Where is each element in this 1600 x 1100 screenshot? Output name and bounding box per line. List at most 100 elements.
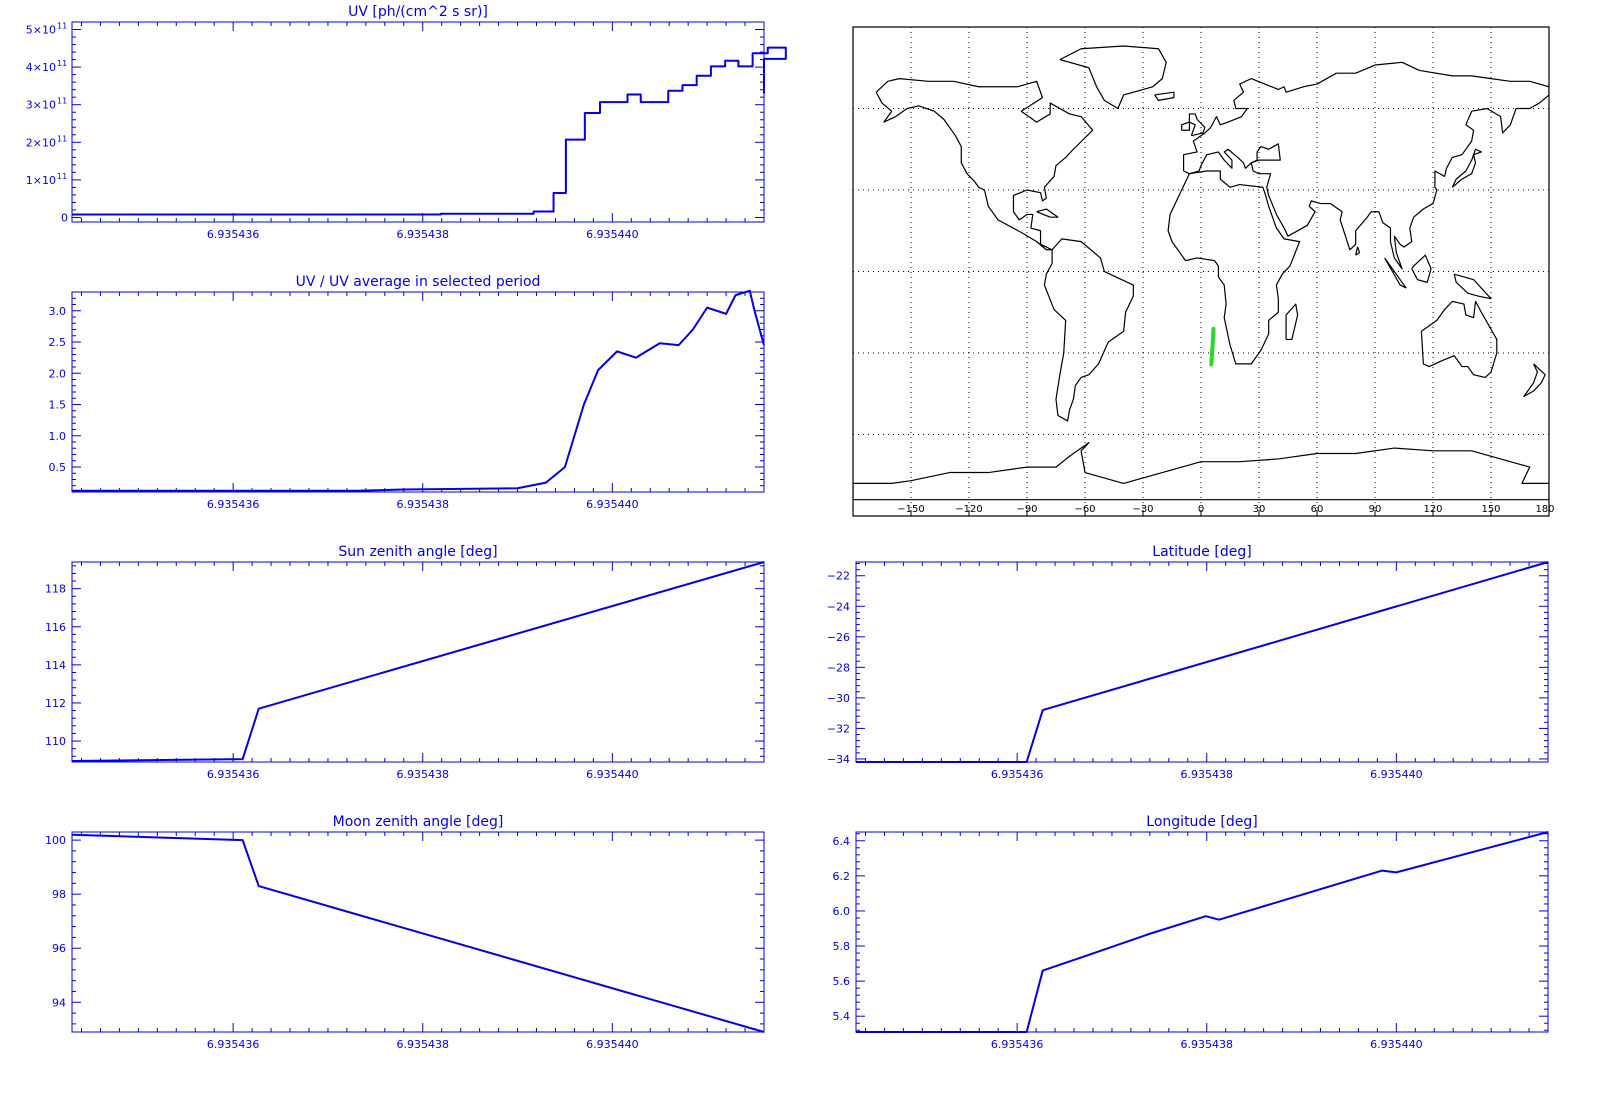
cuba-coastline: [1036, 208, 1059, 218]
world-map: −150 −120 −90 −60 −30 0 30 60 90 120 150 180: [852, 26, 1555, 517]
y-tick-label: 0: [61, 211, 68, 224]
lon-tick-label: −30: [1132, 504, 1153, 515]
lon-tick-label: 60: [1311, 504, 1324, 515]
africa-coastline: [1167, 170, 1301, 365]
plot-frame: [71, 21, 765, 223]
chart-title: Sun zenith angle [deg]: [338, 544, 497, 560]
chart-title: Moon zenith angle [deg]: [333, 814, 504, 830]
plot-frame: [855, 561, 1549, 763]
moon-zenith-chart: Moon zenith angle [deg] 6.935436 6.935438 6…: [45, 814, 765, 1051]
madagascar-coastline: [1285, 303, 1299, 341]
y-tick-label: 5.6: [833, 975, 851, 988]
lon-tick-label: 0: [1198, 504, 1204, 515]
sri-lanka-coastline: [1355, 246, 1361, 256]
satellite-track: [1209, 326, 1216, 367]
x-tick-label: 6.935438: [1180, 768, 1233, 781]
y-tick-label: 2.0: [49, 367, 67, 380]
antarctica-coastline: [853, 442, 1549, 501]
lon-tick-label: 90: [1369, 504, 1382, 515]
x-tick-label: 6.935438: [396, 228, 449, 241]
chart-title: UV [ph/(cm^2 s sr)]: [348, 4, 488, 20]
y-tick-exponent: 11: [57, 97, 67, 106]
new-zealand-coastline: [1523, 363, 1546, 398]
lon-tick-label: −60: [1074, 504, 1095, 515]
y-tick-exponent: 11: [57, 134, 67, 143]
lon-tick-label: −120: [955, 504, 982, 515]
greenland-coastline: [1059, 45, 1167, 110]
y-tick-label: 116: [45, 621, 66, 634]
x-tick-label: 6.935440: [586, 228, 639, 241]
y-tick-exponent: 11: [57, 59, 67, 68]
y-tick-label: 6.0: [833, 905, 851, 918]
y-tick-label: 6.4: [833, 835, 851, 848]
x-tick-label: 6.935438: [1180, 1038, 1233, 1051]
y-tick-label: 5×10: [26, 24, 56, 37]
x-tick-label: 6.935440: [586, 1038, 639, 1051]
y-tick-label: −34: [827, 753, 850, 766]
plot-frame: [71, 561, 765, 763]
y-tick-label: 110: [45, 735, 66, 748]
y-tick-exponent: 11: [57, 22, 67, 31]
series-line: [856, 561, 1549, 763]
great-britain-coastline: [1188, 113, 1206, 137]
y-tick-label: −30: [827, 692, 850, 705]
latitude-chart: Latitude [deg] 6.935436 6.935438 6.935440 −3…: [827, 544, 1549, 781]
x-tick-label: 6.935436: [207, 768, 260, 781]
australia-coastline: [1420, 300, 1498, 379]
y-tick-label: 4×10: [26, 61, 56, 74]
longitude-chart: Longitude [deg] 6.935436 6.935438 6.935440 5…: [833, 814, 1549, 1051]
lon-tick-label: 180: [1535, 504, 1554, 515]
chart-title: Latitude [deg]: [1152, 544, 1251, 560]
y-tick-label: 3×10: [26, 99, 56, 112]
iceland-coastline: [1154, 91, 1175, 101]
x-tick-label: 6.935440: [586, 768, 639, 781]
uv-chart: UV [ph/(cm^2 s sr)] 6.935436 6.935438 6.935…: [26, 4, 787, 241]
y-tick-label: 98: [52, 888, 66, 901]
y-tick-label: 2.5: [49, 336, 67, 349]
x-tick-label: 6.935440: [586, 498, 639, 511]
x-tick-label: 6.935436: [207, 1038, 260, 1051]
y-tick-label: 5.8: [833, 940, 851, 953]
y-tick-exponent: 11: [57, 172, 67, 181]
x-tick-label: 6.935438: [396, 498, 449, 511]
y-tick-label: −22: [827, 570, 850, 583]
series-line: [71, 561, 765, 763]
y-tick-label: 1.0: [49, 430, 67, 443]
series-line: [71, 833, 765, 1033]
y-tick-label: 2×10: [26, 136, 56, 149]
chart-title: UV / UV average in selected period: [296, 274, 541, 290]
plot-frame: [71, 831, 765, 1033]
x-tick-label: 6.935438: [396, 768, 449, 781]
y-tick-label: −24: [827, 600, 850, 613]
lon-tick-label: 120: [1423, 504, 1442, 515]
x-tick-label: 6.935436: [207, 498, 260, 511]
y-tick-label: 1.5: [49, 399, 67, 412]
chart-title: Longitude [deg]: [1146, 814, 1257, 830]
north-america-coastline: [875, 78, 1094, 251]
y-tick-label: 114: [45, 659, 66, 672]
coastlines: [853, 45, 1549, 501]
lon-tick-label: −90: [1016, 504, 1037, 515]
y-tick-label: 6.2: [833, 870, 851, 883]
plot-frame: [71, 291, 765, 493]
y-tick-label: 118: [45, 583, 66, 596]
ireland-coastline: [1181, 121, 1191, 131]
y-tick-label: 112: [45, 697, 66, 710]
series-line: [72, 46, 787, 216]
lon-tick-label: 150: [1481, 504, 1500, 515]
y-tick-label: 5.4: [833, 1010, 851, 1023]
south-america-coastline: [1043, 238, 1134, 422]
borneo-coastline: [1411, 254, 1432, 283]
y-tick-label: 100: [45, 834, 66, 847]
uv-ratio-chart: UV / UV average in selected period 6.9354…: [49, 274, 765, 511]
x-tick-label: 6.935440: [1370, 768, 1423, 781]
lon-tick-label: −150: [897, 504, 924, 515]
y-tick-label: −32: [827, 722, 850, 735]
y-tick-label: 96: [52, 942, 66, 955]
x-tick-label: 6.935440: [1370, 1038, 1423, 1051]
lon-tick-label: 30: [1253, 504, 1266, 515]
eurasia-coastline: [1182, 61, 1549, 270]
japan-coastline: [1451, 148, 1482, 188]
x-tick-label: 6.935436: [991, 768, 1044, 781]
